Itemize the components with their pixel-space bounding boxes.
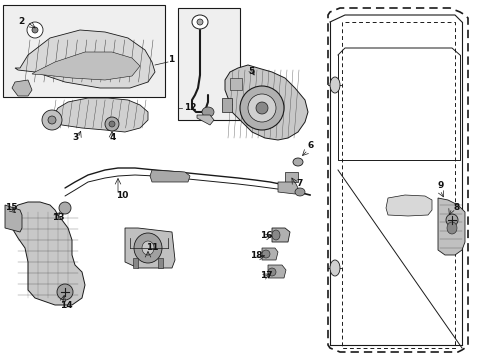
Text: 17: 17 (260, 271, 272, 280)
Text: 14: 14 (60, 301, 73, 310)
Polygon shape (278, 182, 297, 194)
Polygon shape (12, 80, 32, 96)
Ellipse shape (329, 77, 339, 93)
Text: 3: 3 (72, 134, 78, 143)
Polygon shape (385, 195, 431, 216)
Ellipse shape (48, 116, 56, 124)
Ellipse shape (134, 233, 162, 263)
Text: 4: 4 (110, 134, 116, 143)
Ellipse shape (256, 102, 267, 114)
Ellipse shape (202, 107, 214, 117)
Ellipse shape (267, 268, 275, 276)
Polygon shape (224, 65, 307, 140)
Polygon shape (150, 170, 190, 182)
Text: 18: 18 (249, 252, 262, 261)
Text: 10: 10 (116, 192, 128, 201)
Ellipse shape (142, 241, 154, 255)
Text: 2: 2 (18, 18, 24, 27)
Text: 15: 15 (5, 202, 18, 211)
Ellipse shape (294, 188, 305, 196)
Ellipse shape (32, 27, 38, 33)
Text: 5: 5 (247, 68, 254, 77)
Ellipse shape (445, 214, 457, 226)
Polygon shape (44, 98, 148, 132)
Polygon shape (32, 52, 140, 80)
Ellipse shape (197, 19, 203, 25)
Ellipse shape (59, 202, 71, 214)
Ellipse shape (240, 86, 284, 130)
Text: 13: 13 (52, 212, 64, 221)
Ellipse shape (247, 94, 275, 122)
Text: 16: 16 (260, 231, 272, 240)
Polygon shape (15, 30, 155, 88)
Text: 8: 8 (452, 202, 458, 211)
Text: 7: 7 (295, 179, 302, 188)
Polygon shape (12, 202, 85, 305)
Ellipse shape (292, 158, 303, 166)
Bar (3, 5, 164, 97)
Polygon shape (285, 172, 297, 182)
Polygon shape (262, 248, 278, 260)
Polygon shape (222, 98, 231, 112)
Ellipse shape (192, 15, 207, 29)
Polygon shape (267, 265, 285, 278)
Ellipse shape (446, 222, 456, 234)
Polygon shape (437, 198, 464, 255)
Polygon shape (158, 258, 163, 268)
Ellipse shape (57, 284, 73, 300)
Text: 1: 1 (168, 55, 174, 64)
Ellipse shape (105, 117, 119, 131)
Ellipse shape (27, 22, 43, 38)
Text: 6: 6 (307, 140, 314, 149)
Text: 9: 9 (436, 181, 443, 190)
Bar (178, 8, 240, 120)
Polygon shape (5, 205, 22, 232)
Ellipse shape (42, 110, 62, 130)
Ellipse shape (262, 250, 269, 258)
Polygon shape (125, 228, 175, 268)
Polygon shape (133, 258, 138, 268)
Polygon shape (229, 78, 242, 90)
Ellipse shape (109, 121, 115, 127)
Ellipse shape (329, 260, 339, 276)
Text: 11: 11 (146, 243, 158, 252)
Polygon shape (197, 115, 214, 125)
Text: 12: 12 (183, 103, 196, 112)
Ellipse shape (271, 230, 280, 240)
Polygon shape (271, 228, 289, 242)
